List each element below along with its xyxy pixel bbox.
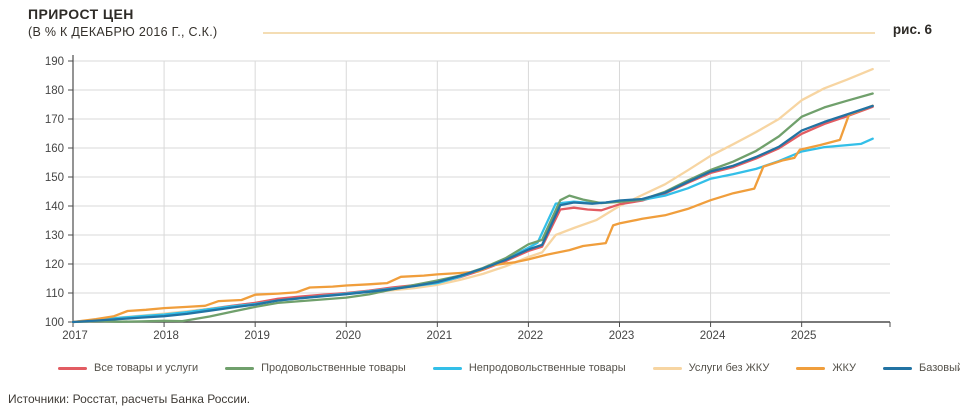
x-tick-label: 2018 (153, 330, 179, 342)
legend-label: Продовольственные товары (261, 362, 406, 374)
legend-label: Все товары и услуги (94, 362, 199, 374)
legend-item: ЖКУ (796, 362, 856, 374)
y-tick-label: 120 (45, 259, 64, 271)
chart-header: ПРИРОСТ ЦЕН (В % К ДЕКАБРЮ 2016 Г., С.К.… (28, 6, 217, 39)
legend-item: Все товары и услуги (58, 362, 198, 374)
legend-swatch (225, 366, 255, 370)
legend-label: ЖКУ (832, 362, 857, 374)
legend-label: Услуги без ЖКУ (688, 362, 770, 374)
x-tick-label: 2025 (791, 330, 817, 342)
legend-label: Непродовольственные товары (468, 362, 626, 374)
source-note: Источники: Росстат, расчеты Банка России… (8, 392, 251, 406)
y-tick-label: 180 (45, 85, 64, 97)
legend-swatch (432, 366, 462, 370)
decorative-rule (263, 32, 875, 34)
x-tick-label: 2024 (700, 330, 726, 342)
legend-item: Услуги без ЖКУ (652, 362, 770, 374)
figure-number-label: рис. 6 (892, 22, 932, 37)
y-tick-label: 150 (45, 172, 64, 184)
y-tick-label: 100 (45, 317, 64, 329)
x-tick-label: 2020 (335, 330, 361, 342)
legend-item: Базовый ИПЦ (883, 362, 960, 374)
legend-swatch (58, 366, 87, 370)
y-tick-label: 130 (45, 230, 64, 242)
legend-item: Продовольственные товары (225, 362, 406, 374)
chart-legend: Все товары и услуги Продовольственные тов… (58, 362, 960, 374)
series-line (71, 92, 874, 324)
price-growth-line-chart: 100 110 120 130 140 150 160 170 180 190 2017 2018 20… (45, 55, 891, 342)
series-line (71, 137, 874, 324)
y-tick-label: 160 (45, 143, 64, 155)
x-tick-label: 2023 (609, 330, 635, 342)
x-tick-label: 2019 (244, 330, 270, 342)
legend-item: Непродовольственные товары (432, 362, 626, 374)
chart-subtitle: (В % К ДЕКАБРЮ 2016 Г., С.К.) (28, 25, 218, 39)
legend-label: Базовый ИПЦ (919, 362, 960, 374)
series-line (71, 105, 874, 324)
y-tick-label: 110 (46, 288, 64, 300)
series-line (71, 104, 874, 324)
x-tick-label: 2017 (62, 330, 88, 342)
x-tick-label: 2022 (518, 330, 544, 342)
legend-swatch (652, 366, 682, 370)
y-tick-label: 170 (45, 114, 64, 126)
legend-swatch (883, 366, 913, 370)
y-tick-label: 140 (45, 201, 64, 213)
chart-title: ПРИРОСТ ЦЕН (28, 6, 134, 22)
y-tick-label: 190 (45, 56, 64, 68)
series-line (71, 104, 874, 324)
series-line (71, 67, 874, 324)
legend-swatch (796, 366, 826, 370)
x-tick-label: 2021 (427, 330, 453, 342)
